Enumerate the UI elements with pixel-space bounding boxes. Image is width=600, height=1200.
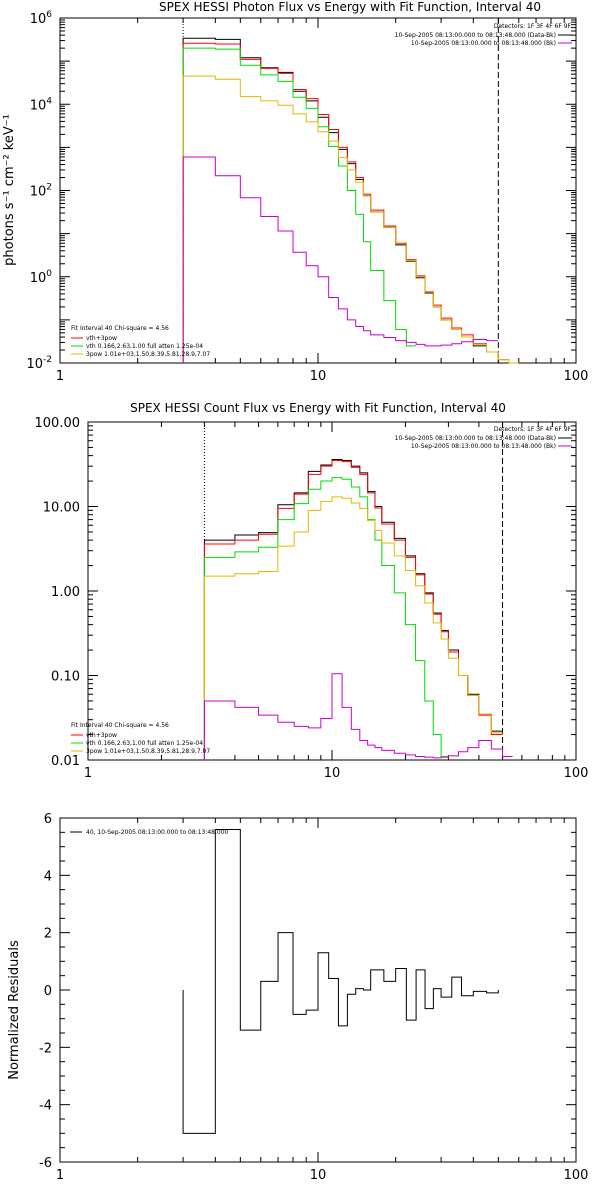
photon-flux-legend-data-bk: 10-Sep-2005 08:13:00.000 to 08:13:48.000…: [395, 32, 556, 39]
count-flux-legend-vth3pow: vth+3pow: [86, 732, 117, 739]
residuals-legend: 40, 10-Sep-2005 08:13:00.000 to 08:13:48…: [86, 829, 229, 836]
residuals-x-tick-label: 100: [564, 1168, 589, 1183]
count-flux-legend-bk: 10-Sep-2005 08:13:00.000 to 08:13:48.000…: [411, 443, 556, 450]
photon-flux-series-bk: [182, 156, 499, 363]
photon-flux-series-3pow: [182, 75, 519, 364]
count-flux-x-tick-label: 10: [324, 766, 341, 781]
photon-flux-series-vth: [182, 47, 417, 363]
photon-flux-legend-vth: vth 0.166,2.63,1.00 full atten 1.25e-04: [86, 343, 203, 350]
count-flux-series-vth: [203, 477, 449, 760]
count-flux-legend-3pow: 3pow 1.01e+03,1.50,8.39,5.81,28.9,7.07: [86, 748, 210, 755]
photon-flux-legend-bk: 10-Sep-2005 08:13:00.000 to 08:13:48.000…: [411, 40, 556, 47]
residuals-y-tick-label: 6: [44, 812, 52, 827]
residuals-y-tick-label: -6: [39, 1156, 52, 1171]
count-flux-fit-header: Fit Interval 40 Chi-square = 4.56: [71, 722, 169, 729]
count-flux-legend-vth: vth 0.166,2.63,1.00 full atten 1.25e-04: [86, 740, 203, 747]
residuals-x-tick-label: 10: [310, 1168, 327, 1183]
residuals-y-tick-label: 4: [44, 869, 52, 884]
count-flux-title: SPEX HESSI Count Flux vs Energy with Fit…: [130, 401, 506, 415]
count-flux-series-3pow: [203, 496, 503, 760]
count-flux-y-tick-label: 10.00: [43, 501, 80, 516]
residuals-y-tick-label: -2: [39, 1041, 52, 1056]
residuals-series-residual: [182, 828, 499, 1134]
photon-flux-legend-vth3pow: vth+3pow: [86, 335, 117, 342]
count-flux-legend-right: 10-Sep-2005 08:13:00.000 to 08:13:48.000…: [395, 435, 572, 450]
photon-flux-y-tick-label: 102: [30, 183, 52, 200]
photon-flux-legend-left: Fit Interval 40 Chi-square = 4.56 vth+3p…: [71, 325, 210, 358]
residuals-panel: Normalized Residuals 1 10 100 -6 -4 -2 0 2 4 6 4…: [7, 812, 588, 1183]
photon-flux-series-vth-3pow: [182, 42, 519, 364]
residuals-y-tick-label: 2: [44, 927, 52, 942]
photon-flux-y-tick-label: 100: [30, 269, 53, 286]
photon-flux-y-tick-label: 104: [30, 96, 53, 113]
photon-flux-detectors-label: Detectors: 1F 3F 4F 6F 9F: [494, 23, 572, 30]
count-flux-series-group: [203, 458, 513, 760]
photon-flux-x-tick-label: 100: [564, 369, 589, 384]
count-flux-legend-data-bk: 10-Sep-2005 08:13:00.000 to 08:13:48.000…: [395, 435, 556, 442]
count-flux-series-data-bk: [203, 458, 503, 760]
photon-flux-reference-lines: [182, 18, 499, 363]
count-flux-y-tick-label: 100.00: [35, 416, 81, 431]
count-flux-y-tick-label: 1.00: [51, 585, 80, 600]
photon-flux-y-tick-label: 10-2: [26, 355, 52, 372]
photon-flux-x-tick-label: 10: [310, 369, 327, 384]
photon-flux-legend-right: 10-Sep-2005 08:13:00.000 to 08:13:48.000…: [395, 32, 572, 47]
count-flux-x-tick-label: 100: [564, 766, 589, 781]
photon-flux-legend-3pow: 3pow 1.01e+03,1.50,8.39,5.81,28.9,7.07: [86, 351, 210, 358]
residuals-y-tick-label: -4: [39, 1099, 52, 1114]
count-flux-y-axis: 0.01 0.10 1.00 10.00 100.00: [35, 416, 576, 769]
count-flux-y-tick-label: 0.10: [51, 670, 80, 685]
photon-flux-series-group: [182, 37, 519, 364]
photon-flux-fit-header: Fit Interval 40 Chi-square = 4.56: [71, 325, 169, 332]
count-flux-reference-lines: [203, 422, 504, 760]
count-flux-legend-left: Fit Interval 40 Chi-square = 4.56 vth+3p…: [71, 722, 210, 755]
count-flux-x-axis: 1 10 100: [84, 422, 589, 781]
count-flux-detectors-label: Detectors: 1F 3F 4F 6F 9F: [494, 426, 572, 433]
count-flux-series-bk: [203, 673, 513, 760]
photon-flux-title: SPEX HESSI Photon Flux vs Energy with Fi…: [159, 0, 541, 14]
photon-flux-y-tick-label: 106: [30, 10, 53, 27]
photon-flux-panel: SPEX HESSI Photon Flux vs Energy with Fi…: [2, 0, 588, 384]
residuals-y-axis-label: Normalized Residuals: [7, 940, 22, 1080]
residuals-x-axis: 1 10 100: [56, 818, 589, 1183]
photon-flux-x-axis: 1 10 100: [56, 18, 589, 384]
photon-flux-x-tick-label: 1: [56, 369, 64, 384]
count-flux-y-tick-label: 0.01: [51, 754, 80, 769]
count-flux-x-tick-label: 1: [84, 766, 92, 781]
count-flux-series-vth-3pow: [203, 460, 503, 760]
residuals-series-group: [182, 828, 499, 1134]
photon-flux-y-axis-label: photons s⁻¹ cm⁻² keV⁻¹: [2, 114, 17, 266]
residuals-y-tick-label: 0: [44, 984, 52, 999]
residuals-y-axis: -6 -4 -2 0 2 4 6: [39, 812, 576, 1171]
residuals-x-tick-label: 1: [56, 1168, 64, 1183]
count-flux-panel: SPEX HESSI Count Flux vs Energy with Fit…: [35, 401, 589, 781]
photon-flux-y-axis: 10-2 100 102 104 106: [26, 10, 576, 372]
